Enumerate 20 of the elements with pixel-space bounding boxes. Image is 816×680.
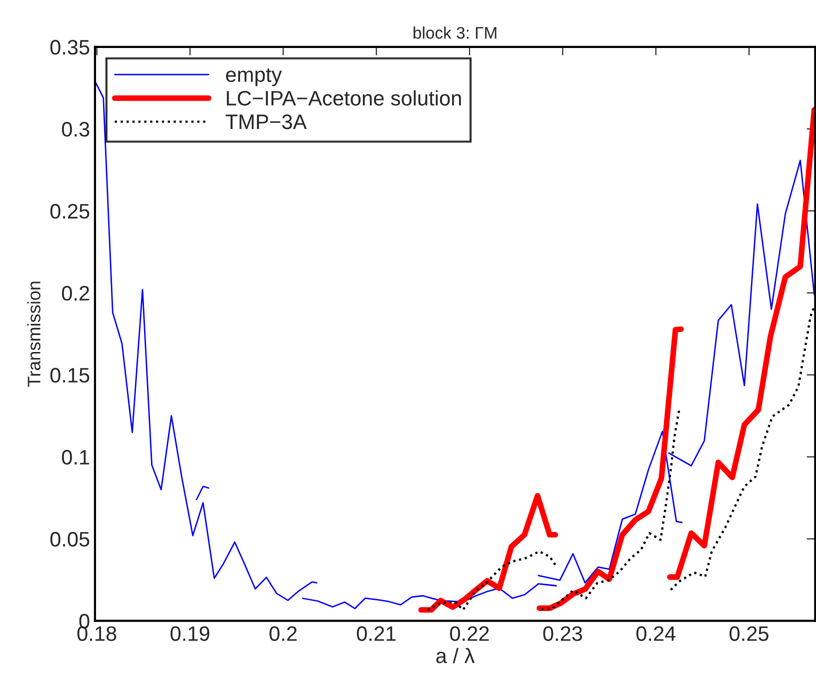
y-axis-title: Transmission (27, 282, 40, 387)
x-tick-label: 0.21 (356, 626, 396, 642)
legend-label: TMP−3A (226, 114, 307, 130)
x-tick-label: 0.2 (270, 626, 297, 642)
x-axis-title: a / λ (436, 648, 475, 664)
y-tick-label: 0.25 (50, 204, 90, 219)
legend-label: LC−IPA−Acetone solution (226, 90, 461, 106)
y-tick-label: 0.1 (62, 450, 90, 465)
x-tick-label: 0.22 (450, 626, 489, 642)
y-tick-label: 0.3 (62, 122, 90, 137)
chart-title: block 3: ΓM (414, 26, 496, 39)
y-tick-label: 0.15 (50, 368, 90, 383)
x-tick-label: 0.25 (730, 626, 768, 642)
y-tick-label: 0.2 (62, 286, 90, 301)
legend-label: empty (226, 68, 282, 86)
x-tick-label: 0.23 (543, 626, 582, 642)
y-tick-label: 0.05 (50, 532, 90, 547)
x-tick-label: 0.19 (170, 626, 210, 642)
y-tick-label: 0.35 (50, 40, 90, 55)
x-tick-label: 0.24 (636, 626, 676, 642)
